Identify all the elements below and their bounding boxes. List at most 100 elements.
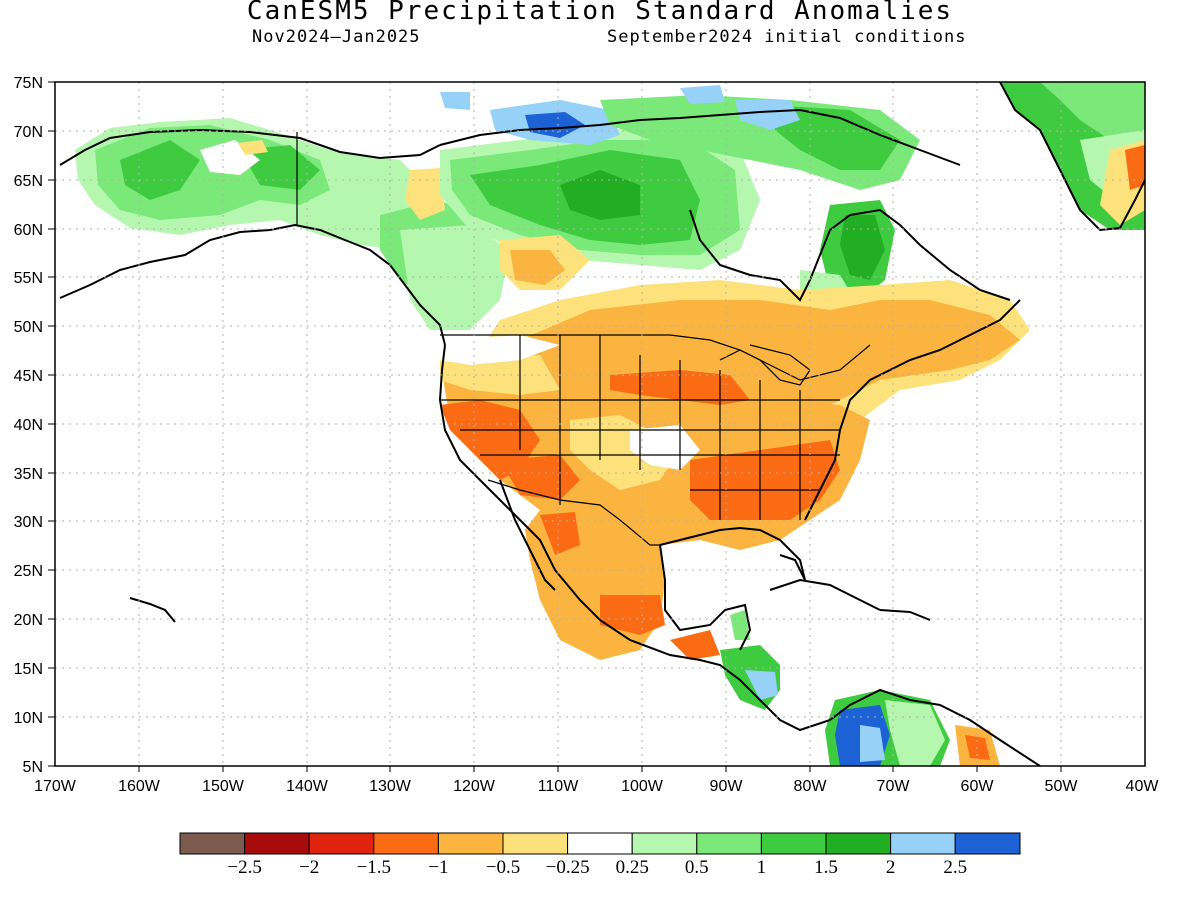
colorbar-swatch [308, 832, 375, 855]
lat-label: 10N [14, 710, 43, 727]
region-labrador-darkgreen [840, 215, 885, 280]
colorbar-label: 1.5 [814, 857, 838, 878]
lon-label: 70W [877, 778, 911, 795]
coast-hawaii [129, 597, 176, 623]
colorbar-swatch [437, 832, 504, 855]
colorbar-swatch [373, 832, 439, 855]
region-central-america-light [745, 670, 778, 700]
lon-label: 80W [794, 778, 828, 795]
coast-yucatan [659, 544, 752, 651]
lat-label: 30N [14, 514, 43, 531]
colorbar-label: −2 [299, 857, 319, 878]
coast-hudson [689, 209, 851, 302]
lat-label: 75N [14, 75, 43, 92]
lon-label: 110W [538, 778, 580, 795]
colorbar [179, 832, 1021, 855]
colorbar-swatch [825, 832, 892, 855]
lon-label: 170W [34, 778, 77, 795]
colorbar-swatch [631, 832, 698, 855]
lat-label: 70N [14, 124, 43, 141]
colorbar-swatch [502, 832, 569, 855]
lon-label: 100W [621, 778, 664, 795]
region-baffin-darkgreen [770, 105, 900, 170]
colorbar-swatch [954, 832, 1021, 855]
colorbar-labels: −2.5 −2 −1.5 −1 −0.5 −0.25 0.25 0.5 1 1.… [227, 857, 967, 878]
lat-label: 5N [23, 759, 43, 776]
coast-south-america [829, 688, 1041, 766]
lon-label: 130W [369, 778, 412, 795]
region-alaska-darkgreen [120, 140, 200, 200]
region-baffin-light-blue-3 [440, 92, 470, 110]
region-greenland-orange [1125, 145, 1145, 190]
coast-east-us [804, 299, 1021, 521]
initial-conditions-label: September2024 initial conditions [607, 27, 967, 47]
colorbar-label: −2.5 [227, 857, 261, 878]
lat-label: 15N [14, 661, 43, 678]
lon-label: 60W [961, 778, 995, 795]
region-canada-arctic-darkgreen-2 [560, 170, 640, 220]
lat-label: 60N [14, 222, 43, 239]
coast-greenland [999, 82, 1145, 232]
anomaly-field [75, 82, 1145, 766]
map-title: CanESM5 Precipitation Standard Anomalies [246, 0, 954, 26]
latitude-axis: 75N 70N 65N 60N 55N 50N 45N 40N 35N 30N … [14, 75, 43, 776]
lat-label: 45N [14, 368, 43, 385]
lat-label: 40N [14, 417, 43, 434]
gridlines [55, 82, 1145, 766]
border-states-1 [440, 335, 840, 520]
coast-alaska [59, 223, 446, 346]
coast-hispaniola [879, 609, 931, 621]
lat-label: 55N [14, 270, 43, 287]
coast-arctic [439, 108, 961, 166]
coast-cuba [769, 578, 881, 611]
lon-ticks [138, 766, 1062, 772]
colorbar-label: −0.5 [486, 857, 520, 878]
lat-label: 50N [14, 319, 43, 336]
coast-alaska-north [59, 128, 441, 166]
region-baffin-light-blue-2 [735, 100, 800, 130]
colorbar-swatch [244, 832, 310, 855]
coast-west-us [438, 344, 831, 732]
border-us-mexico [487, 479, 660, 546]
colorbar-label: 2 [886, 857, 896, 878]
region-baffin-light-blue-4 [680, 85, 725, 104]
region-greenland-light [1040, 82, 1145, 150]
lon-label: 90W [710, 778, 744, 795]
lat-label: 35N [14, 466, 43, 483]
region-mexico-darkorange-2 [540, 512, 580, 555]
lat-label: 20N [14, 612, 43, 629]
lon-label: 120W [453, 778, 496, 795]
colorbar-label: −0.25 [546, 857, 590, 878]
colorbar-label: −1 [428, 857, 448, 878]
forecast-period: Nov2024—Jan2025 [252, 27, 421, 47]
region-mexico-darkorange-3 [670, 630, 720, 660]
great-lakes [719, 344, 811, 386]
lon-label: 150W [202, 778, 245, 795]
region-central-america-green-2 [730, 610, 750, 640]
region-alaska-yellow [238, 140, 268, 155]
colorbar-swatch [696, 832, 762, 855]
region-canada-dry-patch-2 [510, 250, 565, 285]
region-us-north-white [440, 335, 560, 365]
colorbar-swatch [179, 832, 246, 855]
lat-ticks [48, 81, 55, 767]
colorbar-label: 0.25 [616, 857, 649, 878]
lon-label: 50W [1045, 778, 1079, 795]
region-mexico-darkorange [600, 595, 665, 635]
lat-label: 65N [14, 173, 43, 190]
region-alaska-darkgreen-2 [240, 145, 320, 190]
lat-label: 25N [14, 563, 43, 580]
coast-labrador [849, 208, 1011, 301]
region-us-center-white [630, 425, 700, 470]
region-us-southeast-orange [690, 440, 840, 520]
colorbar-label: −1.5 [357, 857, 391, 878]
coast-baja [499, 479, 556, 591]
lon-label: 160W [118, 778, 161, 795]
colorbar-label: 2.5 [943, 857, 967, 878]
coastlines [59, 82, 1145, 766]
colorbar-swatch [567, 832, 633, 855]
longitude-axis: 170W 160W 150W 140W 130W 120W 110W 100W … [34, 778, 1159, 795]
lon-label: 40W [1126, 778, 1160, 795]
colorbar-swatch [890, 832, 956, 855]
colorbar-label: 1 [757, 857, 767, 878]
